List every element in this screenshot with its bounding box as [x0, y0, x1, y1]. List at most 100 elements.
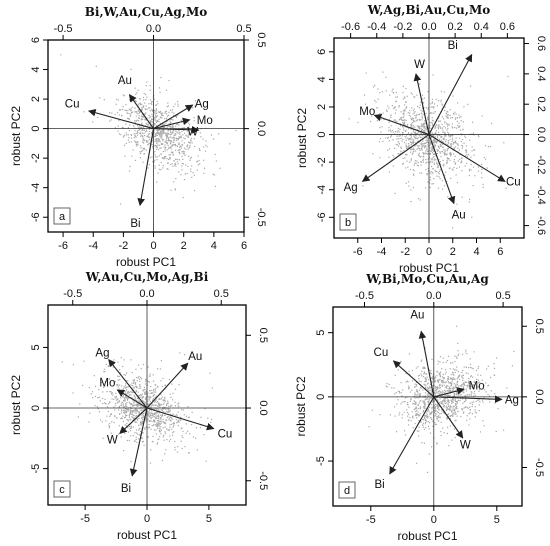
score-point — [166, 168, 168, 170]
score-point — [467, 373, 469, 375]
score-point — [440, 412, 442, 415]
score-point — [461, 376, 463, 378]
score-point — [172, 165, 174, 167]
score-point — [457, 160, 459, 162]
score-point — [123, 359, 125, 361]
score-point — [164, 398, 166, 400]
score-point — [170, 131, 172, 133]
score-point — [134, 87, 136, 89]
score-point — [432, 385, 434, 387]
score-point — [156, 145, 158, 147]
score-point — [472, 384, 474, 386]
score-point — [445, 162, 448, 164]
score-point — [122, 409, 125, 411]
score-point — [434, 169, 436, 171]
score-point — [454, 378, 456, 380]
score-point — [173, 129, 175, 131]
score-point — [398, 135, 400, 137]
score-point — [457, 394, 459, 396]
score-point — [172, 413, 174, 415]
score-point — [147, 395, 149, 397]
score-point — [169, 132, 171, 134]
panel-tag-box — [339, 213, 357, 231]
score-point — [430, 397, 432, 399]
score-point — [162, 130, 164, 132]
score-point — [148, 381, 151, 383]
score-point — [211, 387, 213, 389]
score-point — [138, 400, 140, 402]
score-point — [458, 137, 461, 139]
score-point — [134, 140, 136, 142]
score-point — [94, 385, 97, 387]
score-point — [124, 432, 126, 434]
score-point — [136, 405, 138, 407]
score-point — [472, 166, 475, 168]
score-point — [408, 413, 410, 415]
score-point — [161, 135, 163, 137]
score-point — [440, 144, 442, 146]
score-point — [140, 424, 142, 426]
score-point — [486, 167, 488, 169]
score-point — [429, 186, 431, 188]
score-point — [463, 366, 465, 368]
y-tick-label: -4 — [316, 185, 328, 195]
score-point — [443, 399, 445, 401]
score-point — [425, 127, 427, 130]
score-point — [170, 142, 172, 144]
score-point — [430, 127, 432, 129]
score-point — [144, 388, 146, 390]
score-point — [148, 414, 150, 416]
score-point — [144, 135, 146, 137]
score-point — [170, 417, 173, 419]
score-point — [149, 110, 151, 112]
score-point — [446, 432, 448, 435]
score-point — [170, 438, 172, 440]
score-point — [437, 145, 439, 147]
score-point — [160, 137, 162, 139]
score-point — [434, 136, 436, 138]
score-point — [169, 405, 171, 407]
score-point — [444, 132, 446, 134]
score-point — [163, 421, 165, 423]
score-point — [493, 374, 496, 376]
score-point — [149, 125, 151, 127]
score-point — [405, 143, 407, 145]
score-point — [457, 381, 459, 383]
score-point — [127, 392, 129, 394]
score-point — [443, 391, 445, 393]
x-axis-label: robust PC1 — [399, 261, 459, 275]
score-point — [150, 405, 152, 407]
score-point — [412, 417, 414, 419]
score-point — [159, 414, 161, 416]
right-tick-label: 0.5 — [257, 328, 269, 343]
score-point — [168, 154, 170, 156]
score-point — [396, 131, 398, 133]
score-point — [188, 141, 190, 143]
score-point — [472, 121, 474, 123]
score-point — [451, 415, 454, 417]
score-point — [142, 415, 144, 417]
score-point — [456, 182, 458, 184]
score-point — [455, 141, 457, 143]
score-point — [450, 377, 452, 379]
score-point — [483, 425, 485, 427]
score-point — [451, 401, 453, 403]
score-point — [411, 117, 413, 119]
score-point — [436, 140, 438, 142]
score-point — [407, 133, 409, 135]
score-point — [429, 150, 431, 152]
score-point — [440, 101, 442, 103]
score-point — [448, 399, 450, 401]
score-point — [408, 387, 410, 389]
score-point — [103, 371, 105, 373]
score-point — [168, 419, 170, 421]
score-point — [463, 106, 465, 108]
score-point — [431, 173, 433, 175]
score-point — [457, 124, 459, 127]
score-point — [436, 405, 438, 407]
score-point — [449, 138, 451, 141]
score-point — [396, 120, 398, 123]
score-point — [386, 386, 388, 388]
score-point — [410, 139, 412, 141]
score-point — [168, 79, 170, 82]
